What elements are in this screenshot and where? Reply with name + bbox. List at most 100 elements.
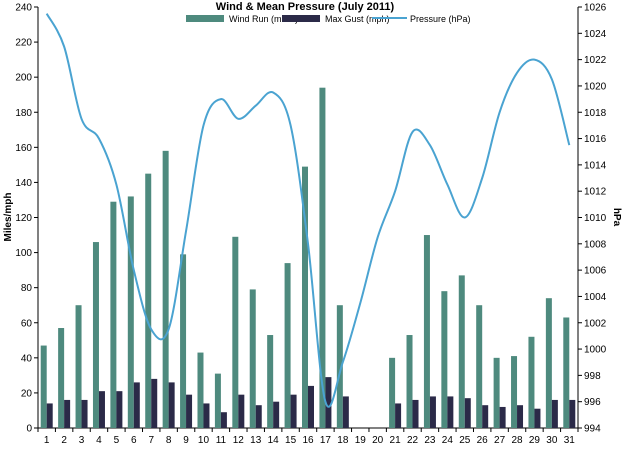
y2-tick-label: 1012 (584, 187, 607, 198)
y-tick-label: 180 (15, 108, 32, 119)
bar-wind-run (458, 275, 465, 428)
x-tick-label: 7 (148, 435, 154, 446)
bar-wind-run (302, 166, 308, 429)
legend-swatch-wind-run (186, 15, 224, 22)
bar-max-gust (464, 398, 471, 428)
x-tick-label: 26 (477, 435, 489, 446)
x-tick-label: 22 (407, 435, 419, 446)
x-tick-label: 10 (198, 435, 210, 446)
bar-wind-run (406, 335, 413, 428)
bar-wind-run (232, 236, 239, 428)
y2-tick-label: 1006 (584, 266, 607, 277)
y-tick-label: 200 (15, 73, 32, 84)
y-tick-label: 60 (21, 318, 33, 329)
y2-tick-label: 1016 (584, 134, 607, 145)
bar-max-gust (429, 396, 436, 428)
bar-max-gust (308, 385, 314, 428)
bar-max-gust (534, 408, 541, 428)
bar-wind-run (389, 357, 396, 428)
x-tick-label: 18 (337, 435, 349, 446)
plot-area: 0204060801001201401601802002202409949969… (15, 3, 606, 447)
y-tick-label: 40 (21, 353, 33, 364)
bar-wind-run (267, 335, 274, 428)
bar-wind-run (110, 201, 117, 428)
bar-wind-run (441, 291, 448, 428)
x-tick-label: 11 (216, 435, 227, 446)
x-tick-label: 3 (79, 435, 85, 446)
bar-max-gust (220, 412, 227, 428)
bar-wind-run (40, 345, 47, 428)
bar-max-gust (551, 399, 558, 428)
bar-wind-run (127, 196, 134, 428)
x-tick-label: 4 (96, 435, 102, 446)
x-tick-label: 13 (250, 435, 262, 446)
bar-wind-run (197, 352, 204, 428)
bar-max-gust (238, 394, 245, 428)
y2-tick-label: 998 (584, 371, 601, 382)
x-tick-label: 17 (320, 435, 332, 446)
bar-wind-run (476, 305, 483, 428)
y2-axis-title: hPa (611, 208, 622, 227)
bar-wind-run (528, 336, 535, 428)
bar-max-gust (133, 382, 140, 428)
y-tick-label: 100 (15, 248, 32, 259)
bar-max-gust (342, 396, 349, 428)
x-tick-label: 15 (285, 435, 297, 446)
bar-max-gust (499, 406, 506, 428)
legend: Wind Run (miles) Max Gust (mph) Pressure… (186, 14, 471, 24)
x-tick-label: 16 (302, 435, 314, 446)
x-tick-label: 19 (355, 435, 367, 446)
y2-tick-label: 996 (584, 397, 601, 408)
x-tick-label: 31 (564, 435, 576, 446)
y2-tick-label: 1002 (584, 318, 607, 329)
y-tick-label: 140 (15, 178, 32, 189)
chart-title: Wind & Mean Pressure (July 2011) (216, 1, 395, 13)
y2-tick-label: 1018 (584, 108, 607, 119)
bar-wind-run (180, 254, 187, 428)
bar-wind-run (493, 357, 500, 428)
x-tick-label: 9 (183, 435, 189, 446)
bar-max-gust (46, 403, 53, 428)
bar-wind-run (214, 373, 221, 428)
bar-wind-run (249, 289, 256, 428)
y2-tick-label: 1004 (584, 292, 607, 303)
bar-max-gust (273, 401, 280, 428)
y2-tick-label: 1010 (584, 213, 607, 224)
bar-wind-run (145, 173, 152, 428)
y-axis-title: Miles/mph (3, 193, 14, 242)
x-tick-label: 27 (494, 435, 506, 446)
bar-max-gust (98, 391, 105, 428)
y-tick-label: 160 (15, 143, 32, 154)
bar-wind-run (319, 87, 326, 429)
x-tick-label: 29 (529, 435, 541, 446)
x-tick-label: 12 (233, 435, 245, 446)
x-tick-label: 28 (511, 435, 523, 446)
y2-tick-label: 1008 (584, 239, 607, 250)
y-tick-label: 120 (15, 213, 32, 224)
bar-max-gust (569, 399, 576, 428)
bar-max-gust (290, 394, 297, 428)
y2-tick-label: 1024 (584, 29, 607, 40)
y2-tick-label: 994 (584, 424, 601, 435)
bar-max-gust (517, 405, 524, 428)
bar-max-gust (168, 382, 175, 428)
bar-wind-run (563, 317, 570, 428)
bar-wind-run (284, 263, 291, 428)
bar-max-gust (412, 399, 419, 428)
bar-max-gust (395, 403, 402, 428)
bar-wind-run (92, 242, 99, 428)
y-tick-label: 80 (21, 283, 33, 294)
legend-label-pressure: Pressure (hPa) (410, 14, 471, 24)
bar-wind-run (511, 356, 518, 428)
bar-wind-run (423, 235, 430, 428)
legend-label-max-gust: Max Gust (mph) (325, 14, 390, 24)
y2-tick-label: 1014 (584, 160, 607, 171)
y-tick-label: 220 (15, 38, 32, 49)
bar-wind-run (336, 305, 343, 428)
legend-label-wind-run: Wind Run (miles) (229, 14, 298, 24)
y-tick-label: 20 (21, 388, 33, 399)
bar-max-gust (447, 396, 454, 428)
line-pressure (45, 13, 571, 408)
x-tick-label: 14 (268, 435, 280, 446)
